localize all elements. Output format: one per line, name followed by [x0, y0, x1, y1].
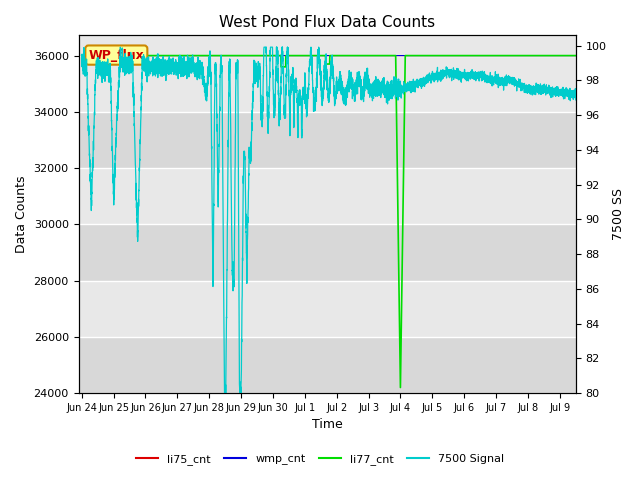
Y-axis label: 7500 SS: 7500 SS [612, 188, 625, 240]
Bar [79, 281, 576, 337]
Y-axis label: Data Counts: Data Counts [15, 176, 28, 253]
Bar [79, 112, 576, 168]
X-axis label: Time: Time [312, 419, 342, 432]
Title: West Pond Flux Data Counts: West Pond Flux Data Counts [219, 15, 435, 30]
Bar [79, 224, 576, 281]
Text: WP_flux: WP_flux [88, 48, 144, 61]
Bar [79, 168, 576, 224]
Bar [79, 337, 576, 393]
Bar [79, 56, 576, 112]
Legend: li75_cnt, wmp_cnt, li77_cnt, 7500 Signal: li75_cnt, wmp_cnt, li77_cnt, 7500 Signal [131, 450, 509, 469]
